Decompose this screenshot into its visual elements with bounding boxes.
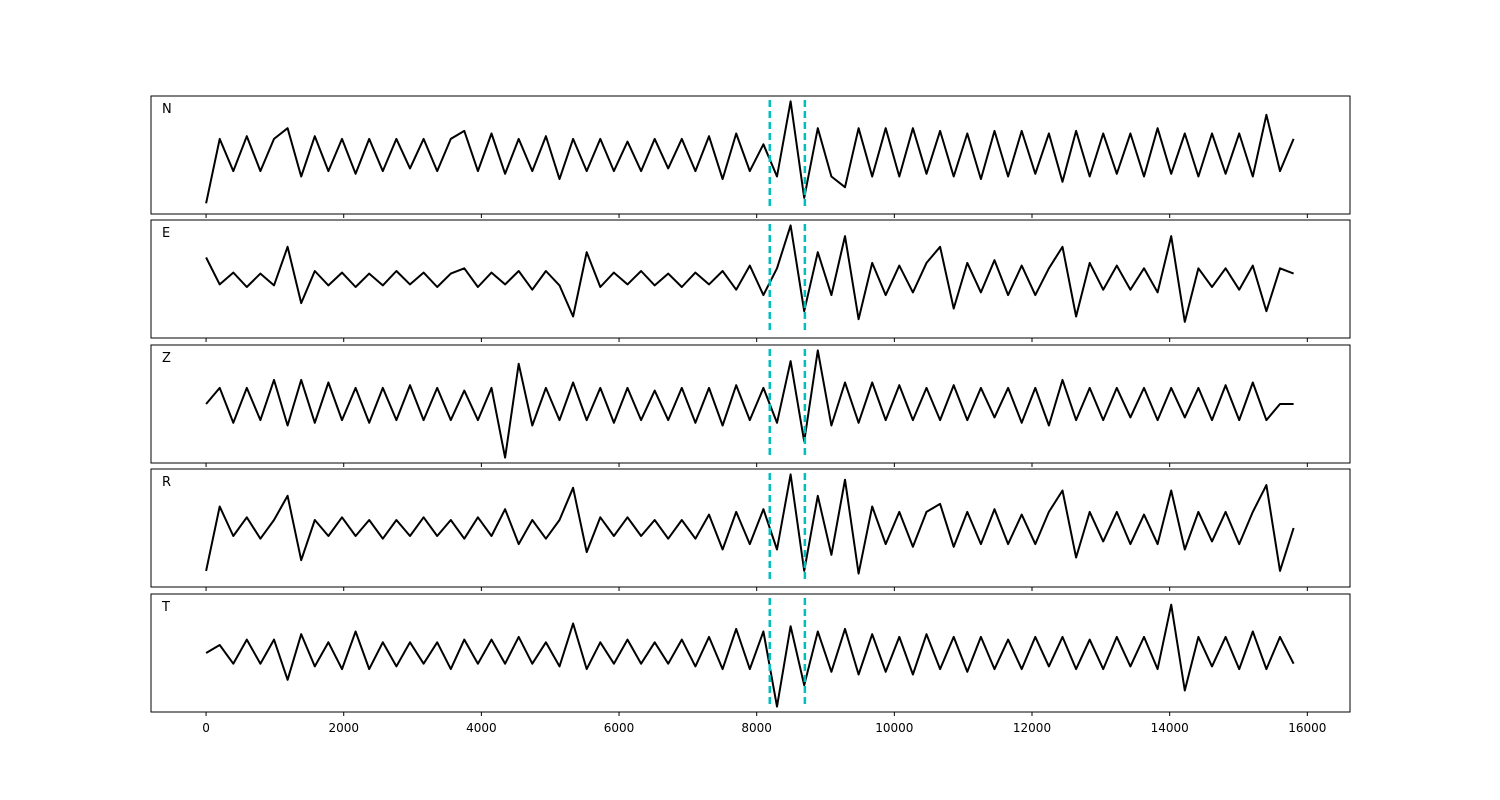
x-tick-label: 4000 [466, 721, 497, 735]
trace-n [205, 100, 1295, 204]
panel-frame [150, 593, 1351, 713]
trace-t [205, 603, 1295, 708]
panel-label: T [161, 600, 170, 615]
x-tick-label: 8000 [741, 721, 772, 735]
panel-label: R [162, 475, 171, 490]
x-tick-label: 2000 [328, 721, 359, 735]
panel-label: E [162, 226, 170, 241]
x-tick-label: 10000 [875, 721, 913, 735]
x-tick-label: 16000 [1288, 721, 1326, 735]
trace-z [205, 349, 1294, 459]
panel-label: Z [162, 351, 171, 366]
panel-frame [150, 95, 1351, 215]
trace-r [205, 473, 1295, 575]
x-tick-label: 14000 [1151, 721, 1189, 735]
panel-frame [150, 344, 1351, 464]
panel-frame [150, 468, 1351, 588]
x-tick-label: 6000 [604, 721, 635, 735]
x-tick-label: 0 [202, 721, 210, 735]
trace-e [205, 224, 1294, 323]
x-tick-label: 12000 [1013, 721, 1051, 735]
panel-label: N [162, 102, 172, 117]
panel-frame [150, 219, 1351, 339]
